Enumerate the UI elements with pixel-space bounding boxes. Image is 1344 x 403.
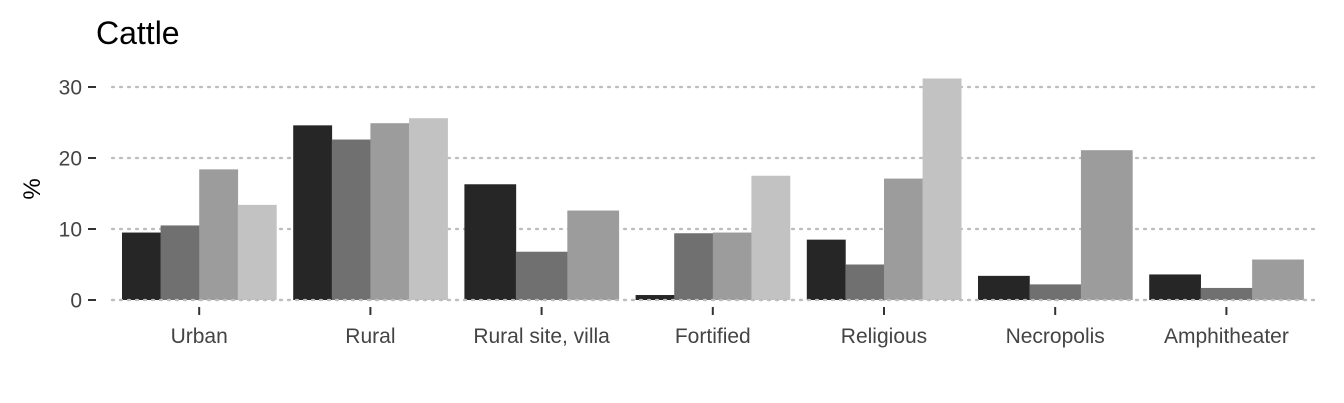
bars — [122, 78, 1304, 301]
bar — [635, 295, 675, 300]
bar — [1252, 259, 1304, 300]
bar — [845, 264, 885, 300]
bar — [293, 125, 333, 300]
x-tick-label: Amphitheater — [1164, 325, 1289, 348]
bar — [122, 232, 161, 300]
bar — [806, 239, 846, 300]
bar — [331, 139, 371, 300]
y-axis-label: % — [19, 178, 46, 199]
axes: 0 10 20 30 Urban Rural Rural site, villa Fortif… — [59, 77, 1289, 349]
bar — [1080, 150, 1133, 300]
x-tick-label: Rural site, villa — [473, 325, 610, 348]
x-tick-label: Religious — [841, 325, 927, 348]
y-tick-label: 10 — [59, 219, 82, 242]
x-tick-label: Urban — [171, 325, 228, 348]
x-tick-label: Rural — [345, 325, 395, 348]
bar — [1029, 284, 1082, 300]
bar — [978, 275, 1030, 300]
y-tick-label: 20 — [59, 148, 82, 171]
y-tick-label: 30 — [59, 77, 82, 100]
bar — [674, 233, 714, 300]
y-tick-label: 0 — [70, 290, 82, 313]
bar — [884, 178, 923, 300]
bar — [160, 225, 200, 300]
chart-title: Cattle — [96, 15, 180, 51]
bar — [464, 184, 517, 300]
bar — [1149, 274, 1201, 300]
bar — [409, 118, 448, 301]
bar — [199, 169, 239, 300]
bar — [712, 232, 752, 300]
x-tick-label: Fortified — [675, 325, 751, 348]
bar — [370, 123, 410, 301]
x-tick-label: Necropolis — [1006, 325, 1105, 348]
bar — [751, 175, 791, 300]
bar — [515, 251, 568, 300]
bar — [567, 210, 620, 300]
bar — [237, 204, 277, 300]
bar — [1200, 287, 1253, 300]
bar — [922, 78, 962, 300]
